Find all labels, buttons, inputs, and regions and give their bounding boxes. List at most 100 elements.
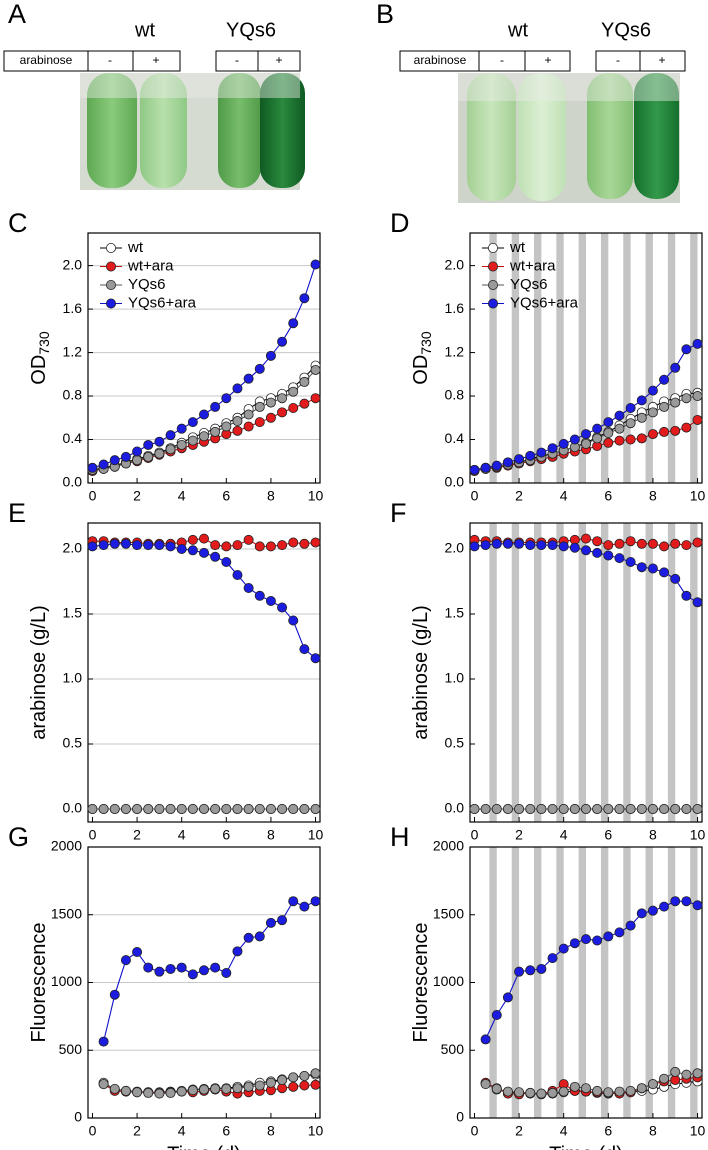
dark-period xyxy=(578,523,586,822)
data-point xyxy=(491,1083,502,1094)
data-point xyxy=(681,422,692,433)
x-tick-label: 10 xyxy=(308,827,324,843)
x-tick-label: 0 xyxy=(89,827,97,843)
data-point xyxy=(681,804,692,815)
legend-label: wt xyxy=(127,239,144,256)
strain-label: wt xyxy=(134,19,155,41)
data-point xyxy=(210,540,221,551)
data-point xyxy=(581,545,592,556)
data-point xyxy=(625,418,636,429)
data-point xyxy=(625,804,636,815)
data-point xyxy=(310,804,321,815)
legend-marker xyxy=(106,279,117,290)
series-line xyxy=(92,543,316,659)
data-point xyxy=(288,537,299,548)
dark-period xyxy=(690,847,698,1118)
dark-period xyxy=(600,523,609,822)
dark-period xyxy=(667,523,676,822)
y-axis-label: OD730 xyxy=(410,331,433,385)
condition: - xyxy=(500,53,504,67)
data-point xyxy=(254,363,265,374)
x-tick-label: 4 xyxy=(560,488,568,504)
data-point xyxy=(254,401,265,412)
data-point xyxy=(636,908,647,919)
strain-label: wt xyxy=(507,19,528,41)
y-tick-label: 2.0 xyxy=(445,256,465,272)
data-point xyxy=(581,1083,592,1094)
y-tick-label: 1.6 xyxy=(445,300,465,316)
dark-period xyxy=(511,523,520,822)
data-point xyxy=(254,804,265,815)
data-point xyxy=(558,541,569,552)
plot-frame xyxy=(87,846,321,1119)
data-point xyxy=(670,573,681,584)
data-point xyxy=(625,402,636,413)
legend-marker xyxy=(487,261,498,272)
data-point xyxy=(692,414,703,425)
dark-period xyxy=(578,233,586,483)
data-point xyxy=(480,1079,491,1090)
x-tick-label: 6 xyxy=(604,488,612,504)
dark-period xyxy=(690,233,698,483)
data-point xyxy=(221,541,232,552)
data-point xyxy=(288,402,299,413)
x-tick-label: 8 xyxy=(267,827,275,843)
data-point xyxy=(310,364,321,375)
data-point xyxy=(154,1088,165,1099)
data-point xyxy=(625,536,636,547)
legend-marker xyxy=(487,298,498,309)
data-point xyxy=(581,533,592,544)
y-tick-label: 1000 xyxy=(433,973,464,989)
data-point xyxy=(210,1083,221,1094)
data-point xyxy=(288,1081,299,1092)
y-tick-label: 2.0 xyxy=(445,540,465,556)
data-point xyxy=(480,540,491,551)
data-point xyxy=(187,1085,198,1096)
data-point xyxy=(109,538,120,549)
y-tick-label: 1.5 xyxy=(445,605,465,621)
x-tick-label: 6 xyxy=(604,1123,612,1139)
data-point xyxy=(132,804,143,815)
y-tick-label: 2.0 xyxy=(63,256,83,272)
data-point xyxy=(243,804,254,815)
condition: + xyxy=(275,53,282,67)
data-point xyxy=(692,537,703,548)
data-point xyxy=(132,947,143,958)
y-tick-label: 1.2 xyxy=(445,343,465,359)
y-tick-label: 0 xyxy=(456,1109,464,1125)
legend-label: YQs6+ara xyxy=(510,294,579,311)
data-point xyxy=(625,920,636,931)
data-point xyxy=(592,804,603,815)
data-point xyxy=(525,540,536,551)
data-point xyxy=(254,1080,265,1091)
data-point xyxy=(143,540,154,551)
data-point xyxy=(558,804,569,815)
x-tick-label: 10 xyxy=(690,1123,706,1139)
data-point xyxy=(536,804,547,815)
panel-letter: A xyxy=(8,0,26,29)
data-point xyxy=(581,429,592,440)
dark-period xyxy=(623,523,631,822)
data-point xyxy=(277,540,288,551)
data-point xyxy=(165,804,176,815)
y-tick-label: 1.0 xyxy=(445,670,465,686)
data-point xyxy=(254,590,265,601)
data-point xyxy=(232,416,243,427)
dark-period xyxy=(489,233,497,483)
data-point xyxy=(569,938,580,949)
data-point xyxy=(210,401,221,412)
x-tick-label: 0 xyxy=(89,1123,97,1139)
data-point xyxy=(310,393,321,404)
data-point xyxy=(525,965,536,976)
data-point xyxy=(681,896,692,907)
x-tick-label: 10 xyxy=(308,488,324,504)
data-point xyxy=(310,896,321,907)
data-point xyxy=(143,804,154,815)
data-point xyxy=(87,804,98,815)
dark-period xyxy=(623,233,631,483)
data-point xyxy=(198,547,209,558)
data-point xyxy=(210,426,221,437)
data-point xyxy=(132,446,143,457)
data-point xyxy=(636,395,647,406)
y-axis-label: OD730 xyxy=(28,331,51,385)
